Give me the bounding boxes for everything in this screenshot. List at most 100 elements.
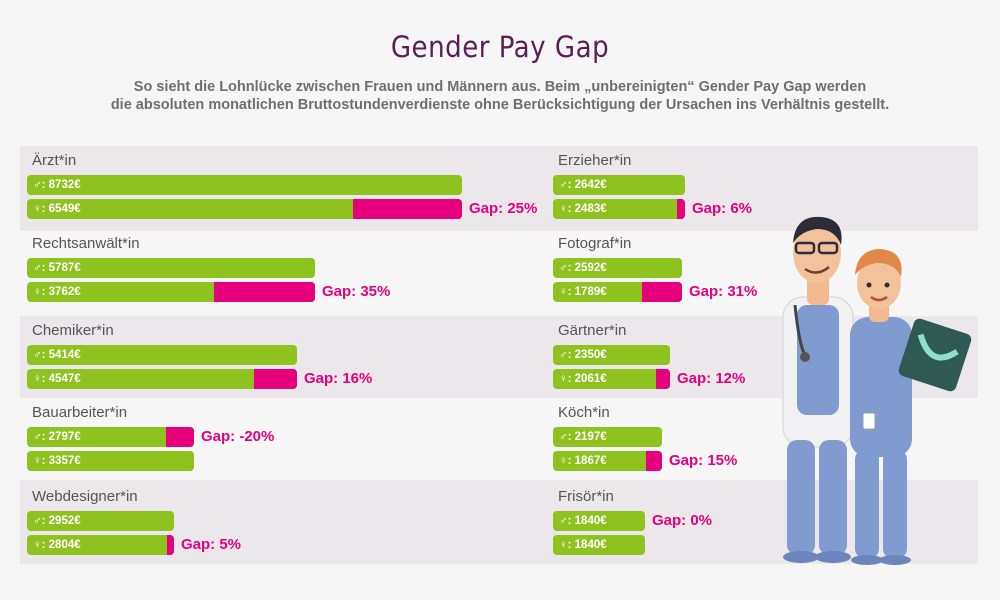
gap-label: Gap: 6% [692, 200, 753, 217]
male-bar: ♂: 2197€ [553, 427, 662, 447]
male-value-text: 2797€ [48, 431, 81, 443]
job-label: Ärzt*in [32, 152, 77, 169]
row-band-5 [20, 480, 978, 564]
job-label: Chemiker*in [32, 322, 114, 339]
job-label: Fotograf*in [558, 235, 632, 252]
subtitle-line-2: die absoluten monatlichen Bruttostundenv… [110, 97, 890, 113]
female-value-text: 3357€ [48, 455, 81, 467]
female-bar: ♀: 1789€ [553, 282, 682, 302]
job-label: Webdesigner*in [32, 488, 138, 505]
male-value-text: 8732€ [48, 179, 81, 191]
female-value-text: 2483€ [574, 203, 607, 215]
female-value: ♀: 3762€ [33, 286, 81, 298]
female-value: ♀: 4547€ [33, 373, 81, 385]
job-label: Gärtner*in [558, 322, 627, 339]
gap-segment [254, 369, 297, 389]
gap-label: Gap: -20% [201, 428, 275, 445]
female-value: ♀: 2804€ [33, 539, 81, 551]
doctor-figure [782, 216, 854, 563]
female-bar: ♀: 6549€ [27, 199, 462, 219]
male-value-text: 5787€ [48, 262, 81, 274]
job-label: Köch*in [558, 404, 610, 421]
gap-label: Gap: 12% [677, 370, 746, 387]
female-value-text: 2061€ [574, 373, 607, 385]
gap-label: Gap: 16% [304, 370, 373, 387]
male-value: ♂: 8732€ [33, 179, 81, 191]
female-bar: ♀: 4547€ [27, 369, 297, 389]
gap-segment [166, 427, 194, 447]
male-bar: ♂: 1840€ [553, 511, 645, 531]
gap-segment [642, 282, 682, 302]
female-value-text: 2804€ [48, 539, 81, 551]
male-value-text: 5414€ [48, 349, 81, 361]
page-title: Gender Pay Gap [390, 30, 610, 64]
job-group: Ärzt*in ♂: 8732€ ♀: 6549€ Gap: 25% [27, 152, 537, 232]
gap-label: Gap: 0% [652, 512, 713, 529]
male-bar: ♂: 2592€ [553, 258, 682, 278]
male-bar: ♂: 5414€ [27, 345, 297, 365]
gap-segment [656, 369, 670, 389]
female-value-text: 3762€ [48, 286, 81, 298]
male-value-text: 2642€ [574, 179, 607, 191]
male-value: ♂: 2350€ [559, 349, 607, 361]
gap-segment [214, 282, 315, 302]
female-value: ♀: 2483€ [559, 203, 607, 215]
gap-segment [353, 199, 462, 219]
job-group: Bauarbeiter*in ♂: 2797€ ♀: 3357€ Gap: -20% [27, 404, 512, 484]
gap-label: Gap: 31% [689, 283, 758, 300]
job-group: Fotograf*in ♂: 2592€ ♀: 1789€ Gap: 31% [553, 235, 1000, 315]
female-bar: ♀: 2061€ [553, 369, 670, 389]
male-value-text: 2592€ [574, 262, 607, 274]
nurse-figure [850, 249, 972, 565]
job-label: Erzieher*in [558, 152, 632, 169]
subtitle-line-1: So sieht die Lohnlücke zwischen Frauen u… [133, 79, 867, 95]
female-value: ♀: 1867€ [559, 455, 607, 467]
female-bar: ♀: 3762€ [27, 282, 315, 302]
gap-label: Gap: 35% [322, 283, 391, 300]
male-value: ♂: 5414€ [33, 349, 81, 361]
male-bar: ♂: 2952€ [27, 511, 174, 531]
male-value: ♂: 2197€ [559, 431, 607, 443]
male-bar: ♂: 5787€ [27, 258, 315, 278]
male-bar: ♂: 8732€ [27, 175, 462, 195]
female-value: ♀: 6549€ [33, 203, 81, 215]
male-bar: ♂: 2642€ [553, 175, 685, 195]
female-value-text: 1840€ [574, 539, 607, 551]
male-bar: ♂: 2797€ [27, 427, 194, 447]
job-group: Chemiker*in ♂: 5414€ ♀: 4547€ Gap: 16% [27, 322, 512, 402]
gap-segment [646, 451, 662, 471]
job-label: Rechtsanwält*in [32, 235, 140, 252]
female-bar: ♀: 1840€ [553, 535, 645, 555]
male-value: ♂: 2952€ [33, 515, 81, 527]
female-bar: ♀: 2804€ [27, 535, 174, 555]
gap-label: Gap: 25% [469, 200, 538, 217]
job-group: Erzieher*in ♂: 2642€ ♀: 2483€ Gap: 6% [553, 152, 1000, 232]
job-group: Rechtsanwält*in ♂: 5787€ ♀: 3762€ Gap: 35% [27, 235, 512, 315]
job-group: Webdesigner*in ♂: 2952€ ♀: 2804€ Gap: 5% [27, 488, 512, 568]
male-value-text: 1840€ [574, 515, 607, 527]
job-group: Gärtner*in ♂: 2350€ ♀: 2061€ Gap: 12% [553, 322, 1000, 402]
female-value: ♀: 2061€ [559, 373, 607, 385]
gap-segment [677, 199, 685, 219]
doctor-nurse-illustration [782, 216, 972, 565]
male-value: ♂: 2592€ [559, 262, 607, 274]
male-value-text: 2350€ [574, 349, 607, 361]
male-value: ♂: 2642€ [559, 179, 607, 191]
male-value: ♂: 2797€ [33, 431, 81, 443]
female-bar: ♀: 3357€ [27, 451, 194, 471]
female-bar: ♀: 1867€ [553, 451, 662, 471]
female-value: ♀: 3357€ [33, 455, 81, 467]
male-value: ♂: 5787€ [33, 262, 81, 274]
female-value-text: 4547€ [48, 373, 81, 385]
subtitle: So sieht die Lohnlücke zwischen Frauen u… [60, 78, 940, 114]
female-value-text: 6549€ [48, 203, 81, 215]
male-value-text: 2952€ [48, 515, 81, 527]
male-value: ♂: 1840€ [559, 515, 607, 527]
female-value: ♀: 1789€ [559, 286, 607, 298]
male-bar: ♂: 2350€ [553, 345, 670, 365]
female-value-text: 1867€ [574, 455, 607, 467]
job-group: Köch*in ♂: 2197€ ♀: 1867€ Gap: 15% [553, 404, 1000, 484]
job-label: Frisör*in [558, 488, 614, 505]
female-value-text: 1789€ [574, 286, 607, 298]
gap-label: Gap: 5% [181, 536, 242, 553]
